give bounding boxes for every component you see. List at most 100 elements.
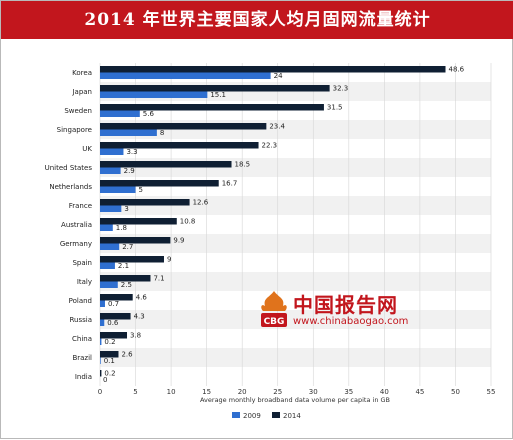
bar-2014 [100,85,330,92]
value-label-2014: 12.6 [193,199,209,207]
category-label: Italy [77,278,92,286]
legend-swatch-2014 [272,412,280,418]
category-label: China [72,335,92,343]
bar-2014 [100,104,324,111]
bar-2014 [100,370,102,377]
watermark-logo-text: CBG [264,317,285,327]
bar-2009 [100,224,113,231]
value-label-2014: 3.8 [130,332,141,340]
x-tick-label: 20 [238,388,247,396]
value-label-2014: 16.7 [222,180,238,188]
watermark-name: 中国报告网 [293,293,398,317]
value-labels: 48.6 24 32.3 15.1 31.5 5.6 23.4 8 22.3 3.3 18.5 2.9… [103,66,465,385]
watermark-logo: CBG [261,291,287,327]
value-label-2014: 7.1 [153,275,164,283]
bar-2009 [100,205,122,212]
value-label-2014: 48.6 [449,66,465,74]
bar-2009 [100,300,105,307]
x-tick-label: 5 [133,388,137,396]
bars [100,66,446,377]
value-label-2009: 2.1 [118,262,129,270]
bar-2009 [100,72,271,79]
category-label: United States [45,164,93,172]
bar-2009 [100,186,136,193]
bar-2009 [100,91,208,98]
value-label-2009: 24 [274,72,283,80]
value-label-2014: 31.5 [327,104,343,112]
value-label-2014: 2.6 [121,351,133,359]
value-label-2009: 5.6 [143,110,155,118]
category-label: UK [82,145,92,153]
value-label-2014: 23.4 [269,123,285,131]
category-labels: Korea Japan Sweden Singapore UK United States… [45,69,93,381]
category-label: Japan [71,88,92,96]
x-tick-label: 10 [167,388,176,396]
category-label: Korea [72,69,92,77]
category-label: Australia [61,221,92,229]
bar-2014 [100,237,171,244]
category-label: Sweden [64,107,92,115]
category-label: Russia [69,316,92,324]
bar-2014 [100,218,177,225]
value-label-2009: 0.1 [104,357,115,365]
value-label-2014: 18.5 [235,161,251,169]
bar-2014 [100,180,219,187]
value-label-2009: 1.8 [116,224,127,232]
background-band [100,234,491,253]
bar-2014 [100,351,119,358]
value-label-2009: 15.1 [210,91,226,99]
bar-2014 [100,294,133,301]
value-label-2014: 32.3 [333,85,349,93]
value-label-2014: 9 [167,256,171,264]
chart-title: 2014 年世界主要国家人均月固网流量统计 [84,10,431,30]
x-tick-label: 15 [202,388,211,396]
legend-swatch-2009 [232,412,240,418]
category-label: Germany [60,240,92,248]
category-label: Spain [72,259,92,267]
bar-2009 [100,357,101,364]
x-axis-label: Average monthly broadband data volume pe… [200,396,390,404]
bar-2014 [100,142,259,149]
bar-2009 [100,319,105,326]
watermark-url: www.chinabaogao.com [293,316,409,327]
value-label-2009: 2.5 [121,281,132,289]
background-band [100,196,491,215]
category-label: Brazil [72,354,92,362]
bar-2014 [100,123,267,130]
x-tick-label: 50 [451,388,460,396]
bar-2014 [100,161,232,168]
value-label-2009: 5 [139,186,143,194]
value-label-2014: 22.3 [262,142,278,150]
value-label-2014: 0.2 [104,370,115,378]
bar-2014 [100,313,131,320]
watermark: CBG 中国报告网 www.chinabaogao.com [257,289,427,333]
title-bar: 2014 年世界主要国家人均月固网流量统计 [1,1,513,39]
value-label-2009: 0.6 [107,319,119,327]
bar-2014 [100,66,446,73]
value-label-2009: 2.7 [122,243,133,251]
bar-2009 [100,338,102,345]
bar-2014 [100,275,151,282]
category-label: Netherlands [49,183,92,191]
x-axis-ticks: 0 5 10 15 20 25 30 35 40 45 50 55 [98,388,496,396]
bar-2009 [100,129,157,136]
background-band [100,272,491,291]
x-tick-label: 35 [344,388,353,396]
x-tick-label: 25 [273,388,282,396]
value-label-2009: 8 [160,129,164,137]
x-tick-label: 40 [380,388,389,396]
bar-2009 [100,281,118,288]
x-tick-label: 45 [415,388,424,396]
background-band [100,310,491,329]
legend: 2009 2014 [232,412,301,420]
category-label: Singapore [57,126,92,134]
bar-2009 [100,243,120,250]
value-label-2014: 9.9 [173,237,184,245]
x-tick-label: 30 [309,388,318,396]
bar-2014 [100,332,128,339]
bar-2009 [100,262,115,269]
value-label-2009: 3 [124,205,128,213]
bar-2014 [100,256,164,263]
bar-2014 [100,199,190,206]
